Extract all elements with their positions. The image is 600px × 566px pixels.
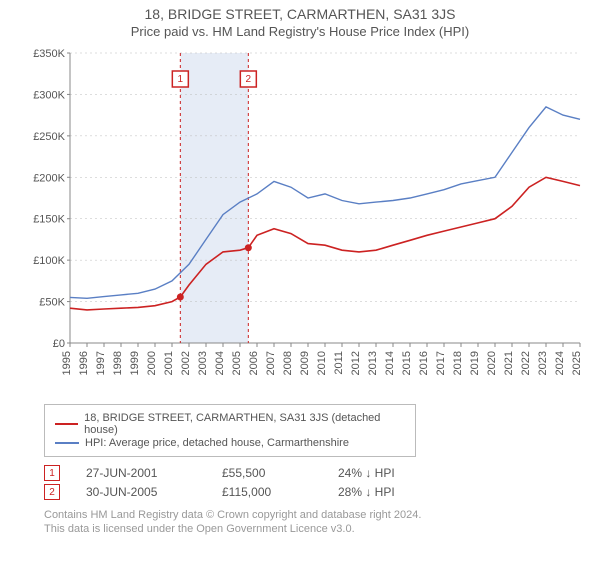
svg-text:1997: 1997: [95, 351, 107, 375]
svg-text:2016: 2016: [418, 351, 430, 375]
footer-line: This data is licensed under the Open Gov…: [44, 522, 600, 536]
transaction-price: £55,500: [222, 466, 312, 480]
page-title: 18, BRIDGE STREET, CARMARTHEN, SA31 3JS: [0, 6, 600, 22]
svg-text:1: 1: [178, 74, 184, 85]
svg-text:2011: 2011: [333, 351, 345, 375]
svg-text:2019: 2019: [469, 351, 481, 375]
svg-text:1999: 1999: [129, 351, 141, 375]
transaction-row: 2 30-JUN-2005 £115,000 28% ↓ HPI: [44, 484, 600, 500]
page-subtitle: Price paid vs. HM Land Registry's House …: [0, 24, 600, 39]
svg-text:2: 2: [246, 74, 252, 85]
svg-text:2001: 2001: [163, 351, 175, 375]
footer-attribution: Contains HM Land Registry data © Crown c…: [44, 508, 600, 537]
svg-text:£300K: £300K: [33, 89, 65, 101]
svg-text:2008: 2008: [282, 351, 294, 375]
svg-text:2020: 2020: [486, 351, 498, 375]
svg-text:2018: 2018: [452, 351, 464, 375]
legend-label: HPI: Average price, detached house, Carm…: [85, 437, 349, 449]
transaction-delta: 24% ↓ HPI: [338, 466, 395, 480]
legend: 18, BRIDGE STREET, CARMARTHEN, SA31 3JS …: [44, 404, 416, 457]
svg-text:£150K: £150K: [33, 214, 65, 226]
svg-text:2004: 2004: [214, 351, 226, 375]
svg-text:2007: 2007: [265, 351, 277, 375]
svg-text:£50K: £50K: [39, 297, 65, 309]
transactions-table: 1 27-JUN-2001 £55,500 24% ↓ HPI 2 30-JUN-2005…: [44, 465, 600, 500]
svg-text:£250K: £250K: [33, 131, 65, 143]
svg-text:2012: 2012: [350, 351, 362, 375]
svg-text:2010: 2010: [316, 351, 328, 375]
transaction-date: 30-JUN-2005: [86, 485, 196, 499]
svg-text:2021: 2021: [503, 351, 515, 375]
legend-item: 18, BRIDGE STREET, CARMARTHEN, SA31 3JS …: [55, 412, 405, 436]
transaction-marker: 1: [44, 465, 60, 481]
price-chart: £0 £50K £100K £150K £200K £250K £300K £350K 1995…: [30, 43, 590, 398]
legend-item: HPI: Average price, detached house, Carm…: [55, 437, 405, 449]
transaction-date: 27-JUN-2001: [86, 466, 196, 480]
svg-text:2023: 2023: [537, 351, 549, 375]
svg-text:1998: 1998: [112, 351, 124, 375]
legend-swatch: [55, 442, 79, 444]
transaction-row: 1 27-JUN-2001 £55,500 24% ↓ HPI: [44, 465, 600, 481]
svg-text:2013: 2013: [367, 351, 379, 375]
svg-text:2017: 2017: [435, 351, 447, 375]
svg-text:2003: 2003: [197, 351, 209, 375]
svg-text:1995: 1995: [61, 351, 73, 375]
svg-text:2002: 2002: [180, 351, 192, 375]
svg-text:2015: 2015: [401, 351, 413, 375]
transaction-marker: 2: [44, 484, 60, 500]
svg-text:2000: 2000: [146, 351, 158, 375]
svg-text:2009: 2009: [299, 351, 311, 375]
transaction-price: £115,000: [222, 485, 312, 499]
svg-text:£100K: £100K: [33, 255, 65, 267]
legend-swatch: [55, 423, 78, 425]
svg-text:2005: 2005: [231, 351, 243, 375]
legend-label: 18, BRIDGE STREET, CARMARTHEN, SA31 3JS …: [84, 412, 405, 436]
svg-text:£0: £0: [53, 338, 65, 350]
svg-text:2014: 2014: [384, 351, 396, 375]
svg-text:2022: 2022: [520, 351, 532, 375]
svg-text:2024: 2024: [554, 351, 566, 375]
svg-text:£200K: £200K: [33, 172, 65, 184]
footer-line: Contains HM Land Registry data © Crown c…: [44, 508, 600, 522]
svg-text:2025: 2025: [571, 351, 583, 375]
svg-text:1996: 1996: [78, 351, 90, 375]
transaction-delta: 28% ↓ HPI: [338, 485, 395, 499]
svg-text:2006: 2006: [248, 351, 260, 375]
svg-text:£350K: £350K: [33, 48, 65, 60]
